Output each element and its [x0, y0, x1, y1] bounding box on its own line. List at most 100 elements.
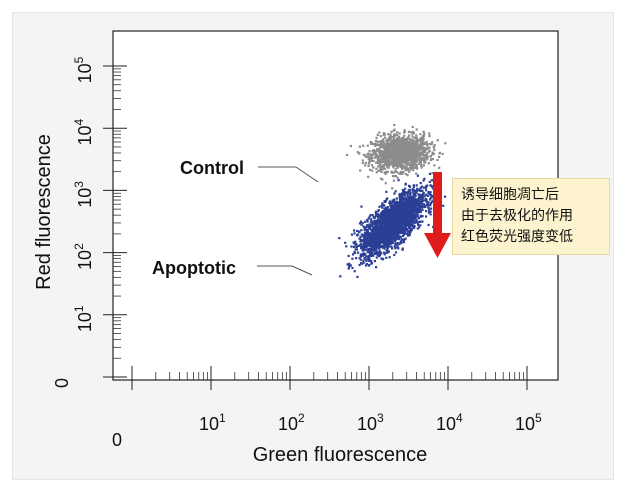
apoptotic-point [429, 213, 432, 216]
apoptotic-point [366, 230, 369, 233]
apoptotic-point [390, 209, 394, 212]
apoptotic-point [409, 229, 412, 232]
apoptotic-point [338, 237, 341, 240]
control-point [418, 161, 421, 164]
apoptotic-point [412, 197, 415, 200]
control-point [385, 151, 388, 154]
control-point [403, 134, 406, 137]
apoptotic-point [407, 229, 410, 232]
apoptotic-point [394, 238, 397, 241]
apoptotic-point [399, 203, 402, 206]
control-point [376, 155, 379, 158]
control-point [414, 166, 417, 169]
apoptotic-point [407, 225, 410, 228]
apoptotic-point [429, 193, 432, 196]
apoptotic-point [373, 216, 376, 219]
control-point [384, 156, 387, 159]
control-point [412, 155, 415, 158]
apoptotic-point [356, 229, 359, 233]
apoptotic-point [400, 192, 404, 195]
control-point [408, 150, 411, 153]
apoptotic-point [370, 218, 373, 221]
apoptotic-point [384, 211, 387, 214]
apoptotic-point [385, 212, 388, 215]
control-point [383, 151, 386, 154]
y-tick-label: 105 [72, 56, 95, 83]
control-point [393, 164, 396, 167]
control-point [388, 153, 391, 156]
apoptotic-point [425, 189, 428, 192]
apoptotic-point [391, 216, 394, 219]
apoptotic-point [402, 230, 405, 234]
apoptotic-point [392, 224, 395, 227]
apoptotic-point [390, 210, 393, 213]
apoptotic-point [382, 210, 385, 213]
apoptotic-point [353, 245, 356, 248]
apoptotic-point [418, 195, 422, 199]
x-tick-label: 101 [199, 411, 226, 434]
control-point [423, 132, 426, 135]
apoptotic-point [368, 225, 371, 228]
apoptotic-point [366, 233, 369, 236]
control-point [387, 133, 390, 136]
apoptotic-point [409, 216, 412, 219]
apoptotic-point [363, 237, 367, 241]
apoptotic-point [419, 182, 422, 185]
apoptotic-point [363, 257, 366, 260]
apoptotic-point [406, 199, 409, 202]
control-point [393, 153, 396, 156]
control-point [411, 125, 414, 129]
apoptotic-point [431, 186, 434, 189]
apoptotic-point [372, 221, 375, 224]
apoptotic-point [411, 221, 414, 224]
apoptotic-point [405, 222, 408, 225]
control-point [389, 157, 392, 160]
apoptotic-point [376, 243, 379, 246]
control-point [438, 166, 441, 169]
apoptotic-point [400, 200, 403, 203]
control-point [408, 143, 411, 146]
control-point [391, 175, 395, 178]
control-point [390, 155, 393, 158]
apoptotic-point [365, 241, 369, 244]
apoptotic-point [361, 222, 364, 225]
control-point [397, 148, 400, 151]
control-point [409, 161, 412, 164]
apoptotic-point [371, 237, 374, 240]
apoptotic-point [377, 243, 380, 246]
control-point [402, 137, 405, 140]
apoptotic-point [374, 233, 377, 236]
control-point [383, 146, 386, 149]
apoptotic-point [370, 262, 373, 265]
apoptotic-point [426, 184, 429, 187]
apoptotic-point [394, 230, 397, 233]
control-point [410, 159, 413, 162]
x-axis-label: Green fluorescence [253, 444, 428, 466]
control-point [411, 135, 414, 138]
control-point [372, 152, 375, 155]
apoptotic-point [409, 196, 412, 199]
control-point [393, 175, 396, 178]
apoptotic-point [382, 242, 386, 245]
apoptotic-point [402, 238, 405, 242]
apoptotic-point [417, 193, 420, 196]
apoptotic-point [367, 251, 370, 254]
control-point [361, 159, 364, 162]
apoptotic-point [368, 223, 371, 226]
apoptotic-point [384, 228, 387, 231]
control-point [426, 158, 429, 161]
control-point [382, 138, 385, 141]
apoptotic-point [364, 264, 368, 267]
control-point [388, 162, 391, 165]
control-point [428, 135, 431, 138]
control-point [393, 140, 396, 143]
apoptotic-point [419, 210, 422, 214]
apoptotic-point [416, 212, 419, 215]
apoptotic-point [378, 251, 381, 255]
apoptotic-point [403, 220, 406, 223]
control-point [420, 166, 423, 169]
control-point [390, 170, 393, 173]
apoptotic-point [415, 184, 418, 187]
control-point [410, 146, 413, 149]
